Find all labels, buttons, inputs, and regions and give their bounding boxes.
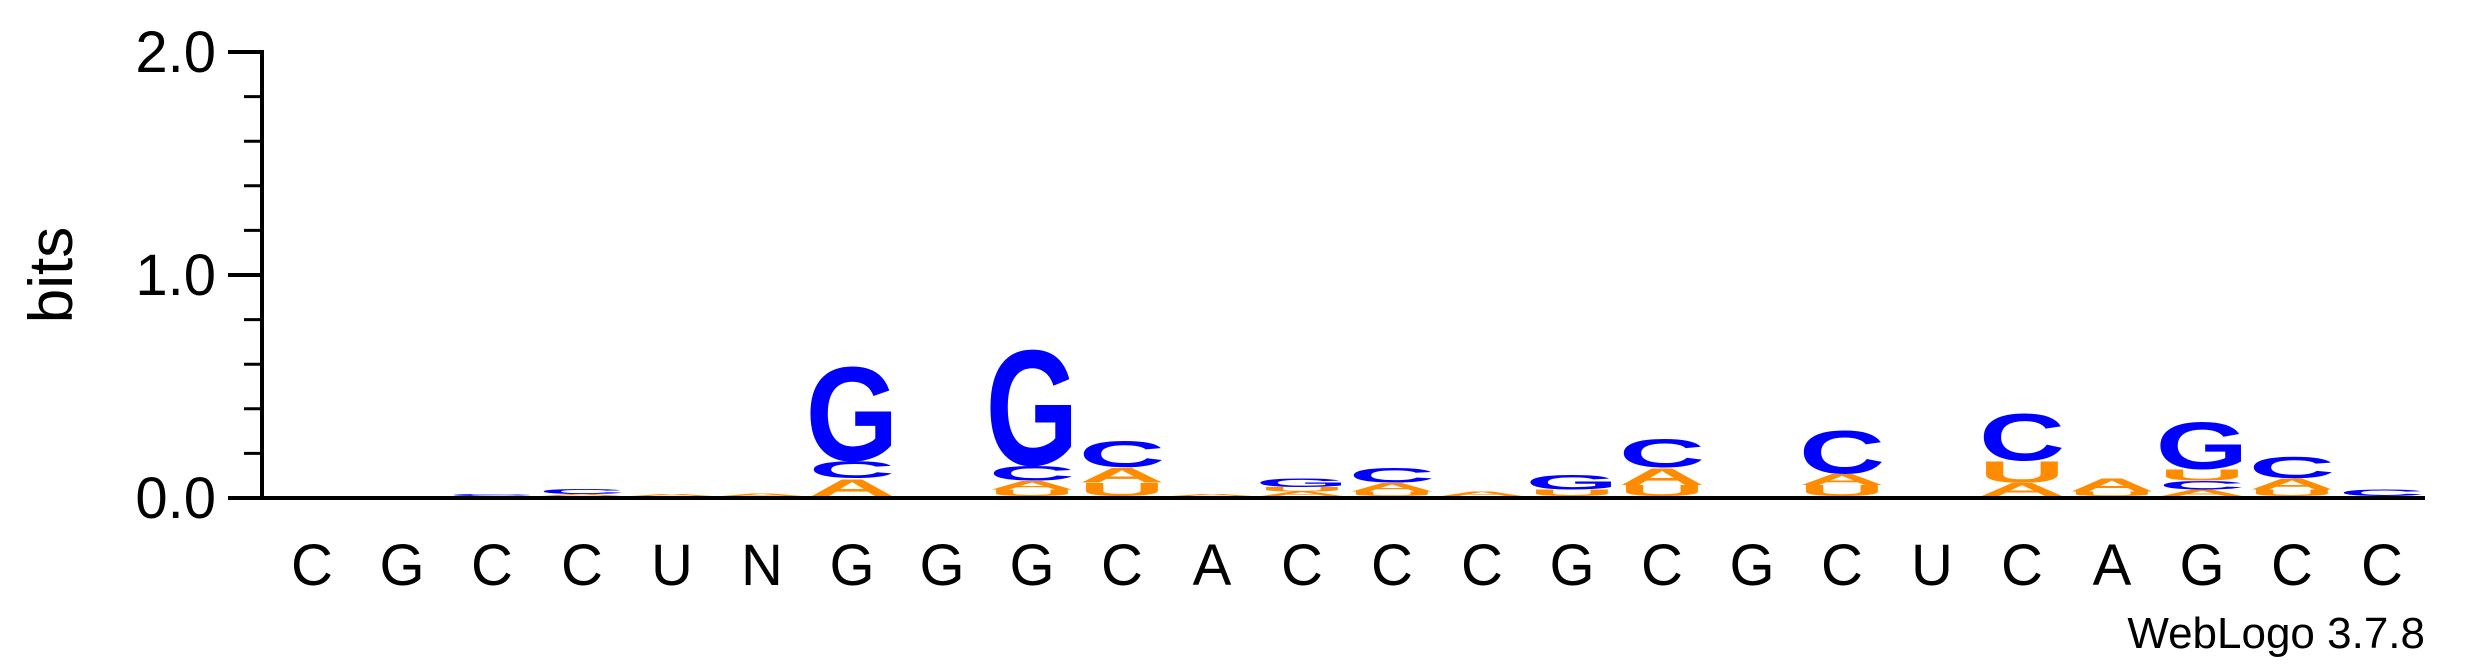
logo-letter-c: C: [809, 456, 895, 483]
x-tick-label: G: [379, 533, 424, 598]
logo-letter-u: U: [1349, 490, 1435, 497]
logo-letter-a: A: [629, 493, 715, 496]
logo-letter-a: A: [2159, 488, 2245, 498]
logo-letter-c: C: [449, 493, 535, 496]
logo-letter-g: G: [986, 316, 1079, 500]
x-tick-label: C: [1101, 533, 1143, 598]
logo-letter-u: U: [989, 488, 1075, 498]
logo-letter-g: G: [1256, 476, 1349, 490]
x-tick-label: A: [1193, 533, 1232, 598]
logo-letter-u: U: [1079, 480, 1165, 500]
logo-letter-a: A: [1259, 490, 1345, 497]
x-tick-label: N: [741, 533, 783, 598]
x-tick-label: C: [1281, 533, 1323, 598]
x-tick-label: U: [1911, 533, 1953, 598]
x-tick-label: C: [1641, 533, 1683, 598]
y-tick-label: 2.0: [135, 20, 216, 85]
x-tick-label: C: [2001, 533, 2043, 598]
axes: [260, 50, 2425, 500]
logo-letter-u: U: [1799, 482, 1885, 499]
logo-letter-u: U: [1259, 486, 1345, 493]
logo-letter-c: C: [2339, 488, 2425, 498]
x-tick-label: G: [1729, 533, 1774, 598]
logo-letter-g: G: [806, 339, 899, 489]
x-tick-label: C: [2271, 533, 2313, 598]
logo-letter-u: U: [1619, 482, 1705, 499]
logo-letter-a: A: [809, 474, 895, 501]
x-tick-label: C: [291, 533, 333, 598]
x-tick-label: G: [1549, 533, 1594, 598]
logo-letter-c: C: [2249, 451, 2335, 485]
x-tick-label: G: [829, 533, 874, 598]
logo-letter-u: U: [2159, 467, 2245, 484]
logo-letter-a: A: [2069, 475, 2155, 495]
logo-letter-a: A: [1079, 463, 1165, 487]
x-tick-label: C: [2361, 533, 2403, 598]
logo-letter-a: A: [539, 493, 625, 496]
logo-letter-g: G: [1526, 470, 1619, 494]
logo-letter-c: C: [989, 461, 1075, 485]
x-tick-label: A: [2093, 533, 2132, 598]
y-tick-label: 1.0: [135, 243, 216, 308]
weblogo-credit: WebLogo 3.7.8: [2127, 609, 2425, 658]
logo-letter-c: C: [2159, 478, 2245, 492]
x-tick-label: U: [651, 533, 693, 598]
logo-letter-g: G: [2156, 408, 2249, 484]
logo-letter-c: C: [1349, 463, 1435, 487]
x-tick-label: C: [1821, 533, 1863, 598]
logo-letter-a: A: [1619, 463, 1705, 490]
y-axis-label: bits: [17, 227, 86, 323]
logo-letter-u: U: [2069, 490, 2155, 497]
logo-letter-u: U: [2249, 488, 2335, 498]
logo-letter-a: A: [1349, 480, 1435, 494]
y-tick-label: 0.0: [135, 466, 216, 531]
logo-letter-c: C: [1979, 399, 2065, 475]
logo-letter-a: A: [2249, 476, 2335, 493]
x-tick-label: G: [2179, 533, 2224, 598]
x-tick-label: G: [1009, 533, 1054, 598]
logo-letter-c: C: [1799, 419, 1885, 487]
x-tick-label: C: [471, 533, 513, 598]
x-tick-label: C: [1461, 533, 1503, 598]
logo-letter-a: A: [719, 493, 805, 497]
logo-letter-u: U: [1979, 455, 2065, 489]
logo-letter-c: C: [1079, 434, 1165, 475]
logo-letter-a: A: [989, 478, 1075, 492]
x-tick-label: C: [561, 533, 603, 598]
x-tick-label: C: [1371, 533, 1413, 598]
logo-letter-a: A: [1439, 490, 1525, 497]
x-tick-label: G: [919, 533, 964, 598]
logo-letter-u: U: [1529, 488, 1615, 498]
logo-letter-c: C: [1619, 431, 1705, 476]
y-ticks: 0.0 1.0 2.0: [135, 20, 262, 531]
logo-letter-a: A: [1169, 494, 1255, 497]
logo-letter-a: A: [1979, 480, 2065, 500]
logo-letter-a: A: [1799, 471, 1885, 488]
logo-letter-c: C: [539, 487, 625, 496]
